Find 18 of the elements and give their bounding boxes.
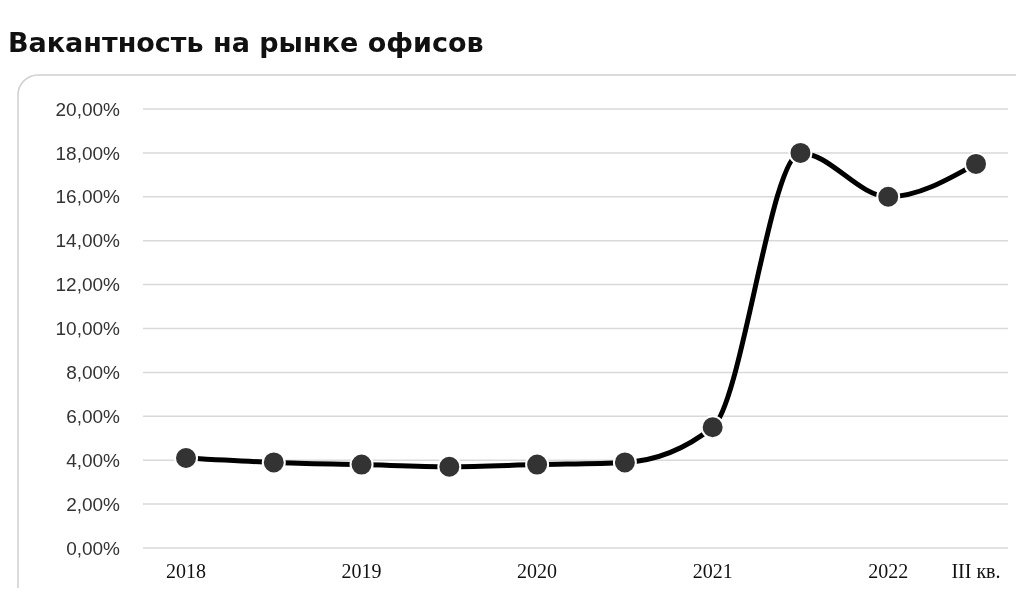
y-tick-label: 6,00% xyxy=(66,405,121,427)
x-tick-label: 2020 xyxy=(517,560,558,582)
chart-title: Вакантность на рынке офисов xyxy=(8,27,484,58)
y-tick-label: 12,00% xyxy=(55,274,121,296)
x-tick-label: III кв. xyxy=(951,560,1001,582)
y-tick-label: 0,00% xyxy=(66,537,121,559)
y-tick-label: 20,00% xyxy=(55,98,121,120)
y-tick-label: 18,00% xyxy=(55,142,121,164)
x-tick-label: 2019 xyxy=(341,560,382,582)
y-tick-label: 14,00% xyxy=(55,230,121,252)
y-tick-label: 8,00% xyxy=(66,362,121,384)
x-tick-label: 2021 xyxy=(692,560,733,582)
y-tick-label: 2,00% xyxy=(66,493,121,515)
y-tick-label: 16,00% xyxy=(55,186,121,208)
x-tick-label: 2022 xyxy=(868,560,909,582)
x-tick-label: 2018 xyxy=(166,560,206,582)
y-tick-label: 4,00% xyxy=(66,449,121,471)
y-tick-label: 10,00% xyxy=(55,318,121,340)
